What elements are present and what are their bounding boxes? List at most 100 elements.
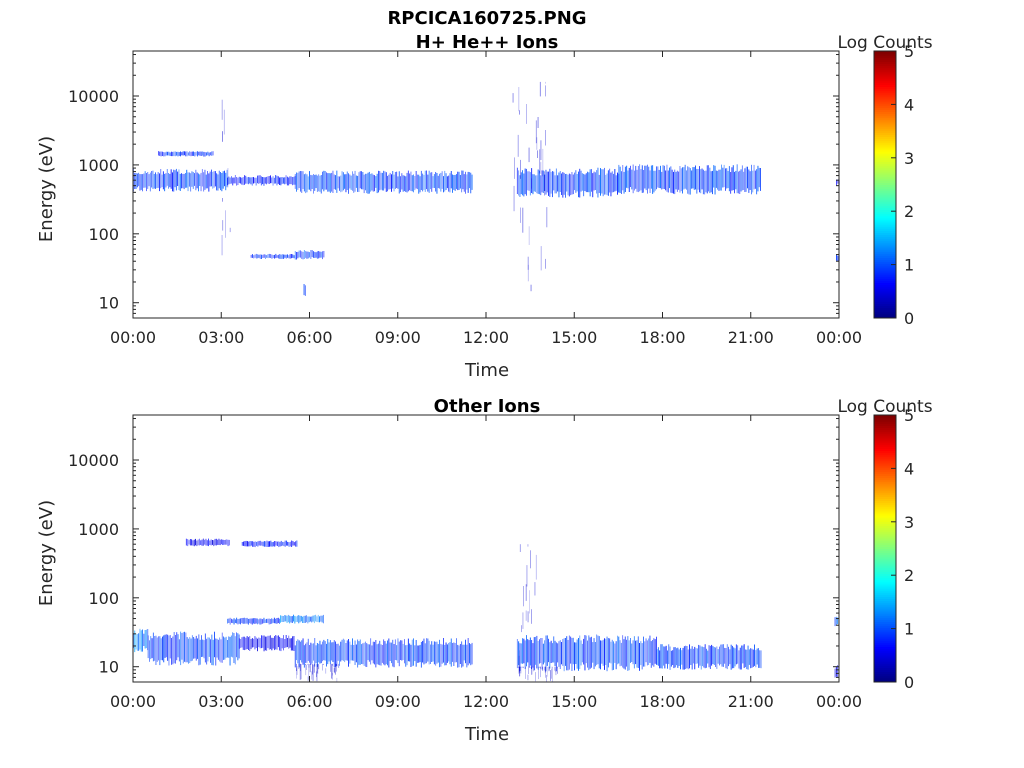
- count-cell: [181, 173, 182, 189]
- count-cell: [162, 171, 164, 190]
- colorbar-segment: [874, 224, 896, 227]
- colorbar-segment: [874, 442, 896, 445]
- count-cell: [748, 169, 750, 193]
- count-cell: [165, 173, 167, 188]
- count-cell: [202, 639, 204, 657]
- count-cell: [350, 175, 352, 190]
- count-cell: [279, 618, 280, 624]
- count-cell: [630, 638, 631, 663]
- count-cell: [606, 636, 608, 672]
- count-cell: [437, 175, 439, 189]
- count-cell: [680, 168, 682, 192]
- count-cell: [365, 173, 366, 191]
- count-cell: [459, 644, 461, 664]
- count-cell: [166, 169, 168, 186]
- count-cell: [241, 637, 243, 648]
- count-cell: [326, 643, 327, 667]
- count-cell: [236, 632, 237, 658]
- count-cell: [624, 636, 626, 670]
- colorbar-tick-label: 5: [904, 42, 914, 61]
- colorbar-segment: [874, 550, 896, 554]
- count-cell: [196, 172, 198, 189]
- count-cell: [202, 151, 204, 156]
- count-cell: [313, 174, 314, 194]
- count-cell: [306, 665, 307, 670]
- count-cell: [656, 166, 657, 190]
- count-cell: [146, 173, 147, 192]
- count-cell: [733, 647, 735, 669]
- count-cell: [415, 640, 417, 667]
- count-cell: [263, 617, 265, 624]
- count-cell: [288, 177, 290, 186]
- count-cell: [322, 251, 323, 260]
- colorbar-segment: [874, 646, 896, 650]
- count-cell: [257, 175, 258, 184]
- count-cell: [201, 169, 203, 187]
- count-cell: [320, 644, 322, 664]
- count-cell: [260, 618, 262, 625]
- count-cell: [316, 251, 318, 259]
- count-cell: [552, 643, 553, 663]
- count-cell: [704, 644, 706, 669]
- count-cell: [243, 541, 244, 546]
- spectrogram-area: [133, 81, 840, 296]
- count-cell: [169, 173, 171, 188]
- count-cell: [206, 638, 208, 665]
- count-cell: [178, 169, 180, 190]
- count-cell: [161, 174, 163, 188]
- count-cell: [309, 252, 310, 258]
- count-cell: [334, 666, 336, 674]
- count-cell: [397, 176, 399, 189]
- colorbar-segment: [874, 454, 896, 458]
- count-cell: [249, 541, 251, 547]
- count-cell: [648, 638, 650, 665]
- count-cell: [517, 134, 519, 157]
- colorbar-segment: [874, 552, 896, 556]
- count-cell: [135, 173, 137, 189]
- colorbar-segment: [874, 583, 896, 587]
- count-cell: [546, 171, 548, 193]
- count-cell: [266, 176, 267, 185]
- colorbar-segment: [874, 284, 896, 288]
- count-cell: [578, 171, 579, 198]
- count-cell: [167, 151, 168, 156]
- count-cell: [406, 172, 408, 193]
- colorbar-segment: [874, 506, 896, 510]
- count-cell: [567, 640, 569, 671]
- count-cell: [266, 540, 268, 547]
- count-cell: [203, 151, 205, 157]
- count-cell: [276, 255, 278, 258]
- count-cell: [354, 640, 356, 665]
- count-cell: [336, 170, 338, 193]
- count-cell: [324, 171, 326, 190]
- count-cell: [336, 663, 337, 667]
- count-cell: [222, 220, 224, 231]
- count-cell: [299, 663, 301, 680]
- colorbar-segment: [874, 636, 896, 639]
- count-cell: [268, 253, 270, 258]
- colorbar-segment: [874, 157, 896, 160]
- colorbar-segment: [874, 96, 896, 100]
- colorbar-segment: [874, 462, 896, 466]
- panel-title: H+ He++ Ions: [416, 32, 559, 53]
- colorbar-segment: [874, 515, 896, 518]
- count-cell: [376, 644, 378, 665]
- colorbar-segment: [874, 613, 896, 616]
- count-cell: [305, 663, 307, 676]
- count-cell: [265, 254, 266, 259]
- count-cell: [280, 177, 282, 186]
- count-cell: [381, 645, 383, 663]
- count-cell: [259, 638, 261, 649]
- colorbar-segment: [874, 556, 896, 560]
- count-cell: [151, 638, 153, 659]
- count-cell: [426, 638, 427, 664]
- count-cell: [654, 639, 656, 664]
- count-cell: [332, 170, 334, 193]
- colorbar-segment: [874, 115, 896, 119]
- count-cell: [730, 644, 732, 670]
- count-cell: [708, 645, 710, 668]
- count-cell: [454, 174, 456, 191]
- count-cell: [378, 170, 379, 193]
- count-cell: [384, 641, 386, 666]
- colorbar-segment: [874, 446, 896, 449]
